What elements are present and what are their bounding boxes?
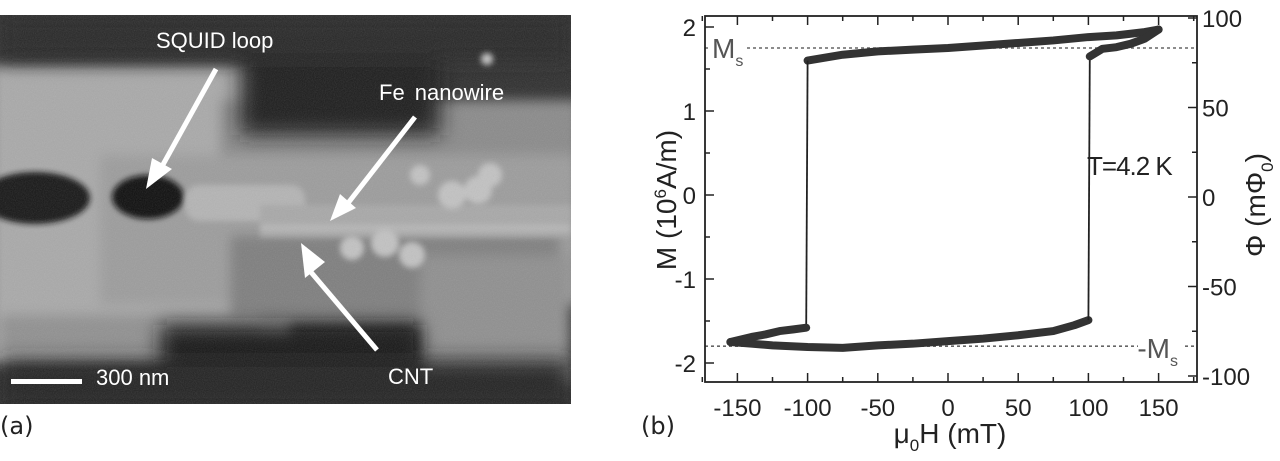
hysteresis-chart: -150 -100 -50 0 50 100 150 -2 -1 0 1 2 -100 -50 0 50 1… [640, 0, 1280, 456]
annotation-arrows [146, 67, 417, 352]
y-tick-label: 2 [683, 15, 696, 42]
x-tick-label: -100 [784, 395, 832, 422]
y-tick-label: 0 [683, 183, 696, 210]
y-axis-label: M (106A/m) [651, 130, 682, 270]
x-tick-label: 100 [1068, 395, 1108, 422]
y2-tick-label: 50 [1202, 96, 1229, 123]
sem-micrograph [0, 15, 571, 404]
y2-tick-label: 0 [1202, 185, 1215, 212]
scale-bar [11, 379, 82, 384]
series-branch [726, 316, 1093, 352]
x-tick-label: 0 [941, 395, 954, 422]
x-axis-ticks: -150 -100 -50 0 50 100 150 [701, 16, 1195, 422]
sem-image-panel: SQUID loop Fe nanowire CNT 300 nm [0, 15, 571, 404]
annotation-fe-nanowire: Fe nanowire [379, 80, 505, 105]
saturation-reference-lines [705, 30, 1197, 364]
temperature-annotation: T=4.2 K [1087, 151, 1173, 181]
series-branch [726, 323, 811, 346]
x-axis-label: μ0H (mT) [894, 418, 1007, 455]
y-axis-ticks: -2 -1 0 1 2 [675, 15, 714, 378]
y2-axis-label: Φ (mΦ0) [1240, 153, 1277, 257]
y-tick-label: -2 [675, 351, 696, 378]
series-branch [803, 25, 1163, 65]
annotation-cnt: CNT [388, 364, 434, 389]
x-tick-label: 50 [1005, 395, 1032, 422]
y2-tick-label: 100 [1202, 6, 1242, 33]
series-branch [1085, 25, 1163, 61]
scale-bar-label: 300 nm [96, 365, 170, 390]
data-series [726, 25, 1163, 352]
y2-axis-ticks: -100 -50 0 50 100 [1188, 6, 1250, 391]
x-tick-label: -50 [860, 395, 895, 422]
annotation-squid-loop: SQUID loop [156, 28, 274, 53]
switching-line [805, 60, 809, 328]
chart-canvas: -150 -100 -50 0 50 100 150 -2 -1 0 1 2 -100 -50 0 50 1… [651, 6, 1277, 455]
y2-tick-label: -100 [1202, 364, 1250, 391]
x-tick-label: 150 [1139, 395, 1179, 422]
plot-frame [704, 15, 1198, 383]
y-tick-label: 1 [683, 99, 696, 126]
y2-tick-label: -50 [1202, 275, 1237, 302]
panel-label-b: (b) [641, 412, 675, 440]
panel-label-a: (a) [0, 412, 34, 440]
x-tick-label: -150 [713, 395, 761, 422]
switching-line [1087, 56, 1091, 321]
y-tick-label: -1 [675, 267, 696, 294]
